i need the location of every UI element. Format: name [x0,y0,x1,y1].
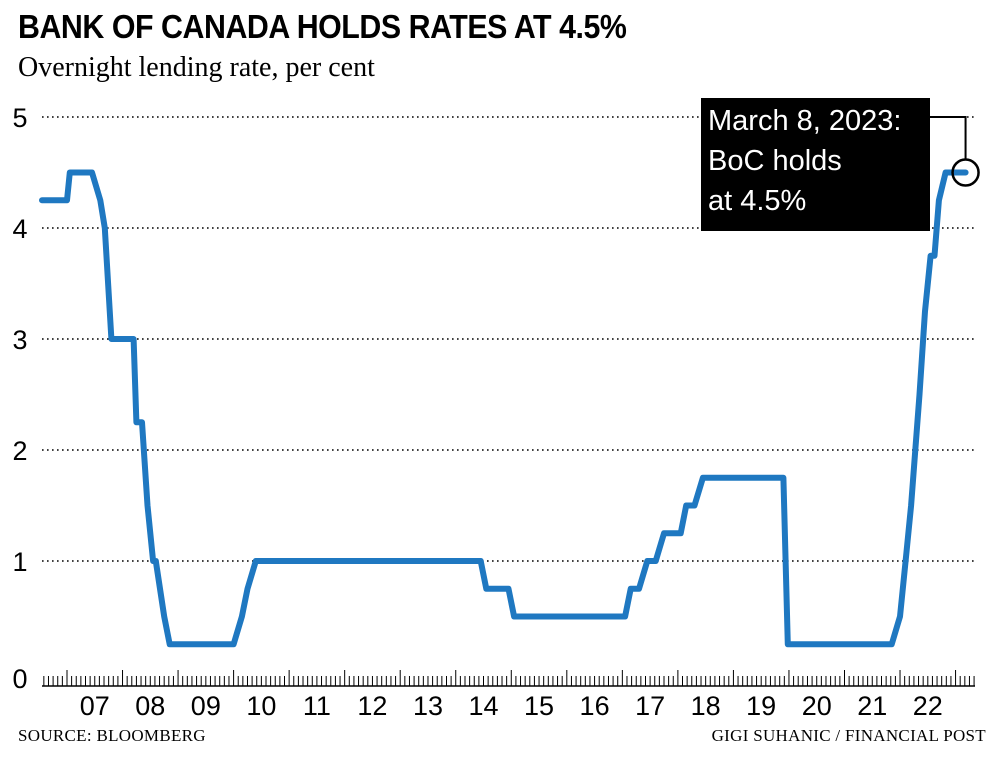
x-tick-label-15: 15 [524,691,554,721]
x-tick-label-20: 20 [802,691,832,721]
annotation-text-line-2: BoC holds [708,145,842,177]
x-tick-label-22: 22 [913,691,943,721]
x-tick-label-19: 19 [746,691,776,721]
source-note: SOURCE: BLOOMBERG [18,726,206,745]
annotation-box [701,98,930,231]
y-tick-label-3: 3 [12,325,27,355]
x-tick-label-16: 16 [580,691,610,721]
x-tick-label-21: 21 [857,691,887,721]
y-tick-label-2: 2 [12,436,27,466]
chart-subtitle: Overnight lending rate, per cent [18,52,375,83]
x-tick-label-18: 18 [691,691,721,721]
x-tick-label-08: 08 [135,691,165,721]
chart-title: BANK OF CANADA HOLDS RATES AT 4.5% [18,8,627,45]
x-tick-label-09: 09 [191,691,221,721]
annotation-text-line-3: at 4.5% [708,185,806,217]
x-tick-label-13: 13 [413,691,443,721]
x-tick-label-14: 14 [468,691,498,721]
annotation-leader-line [930,116,967,160]
annotation-text-line-1: March 8, 2023: [708,105,901,137]
y-tick-label-1: 1 [12,547,27,577]
y-tick-label-4: 4 [12,214,27,244]
x-tick-label-17: 17 [635,691,665,721]
x-tick-label-10: 10 [246,691,276,721]
credit-note: GIGI SUHANIC / FINANCIAL POST [711,726,986,745]
rate-series-line [39,169,969,648]
y-tick-label-5: 5 [12,103,27,133]
y-tick-label-0: 0 [12,664,27,694]
x-tick-label-12: 12 [357,691,387,721]
x-tick-label-07: 07 [80,691,110,721]
x-tick-label-11: 11 [303,691,331,721]
annotation-marker-circle [951,158,980,187]
